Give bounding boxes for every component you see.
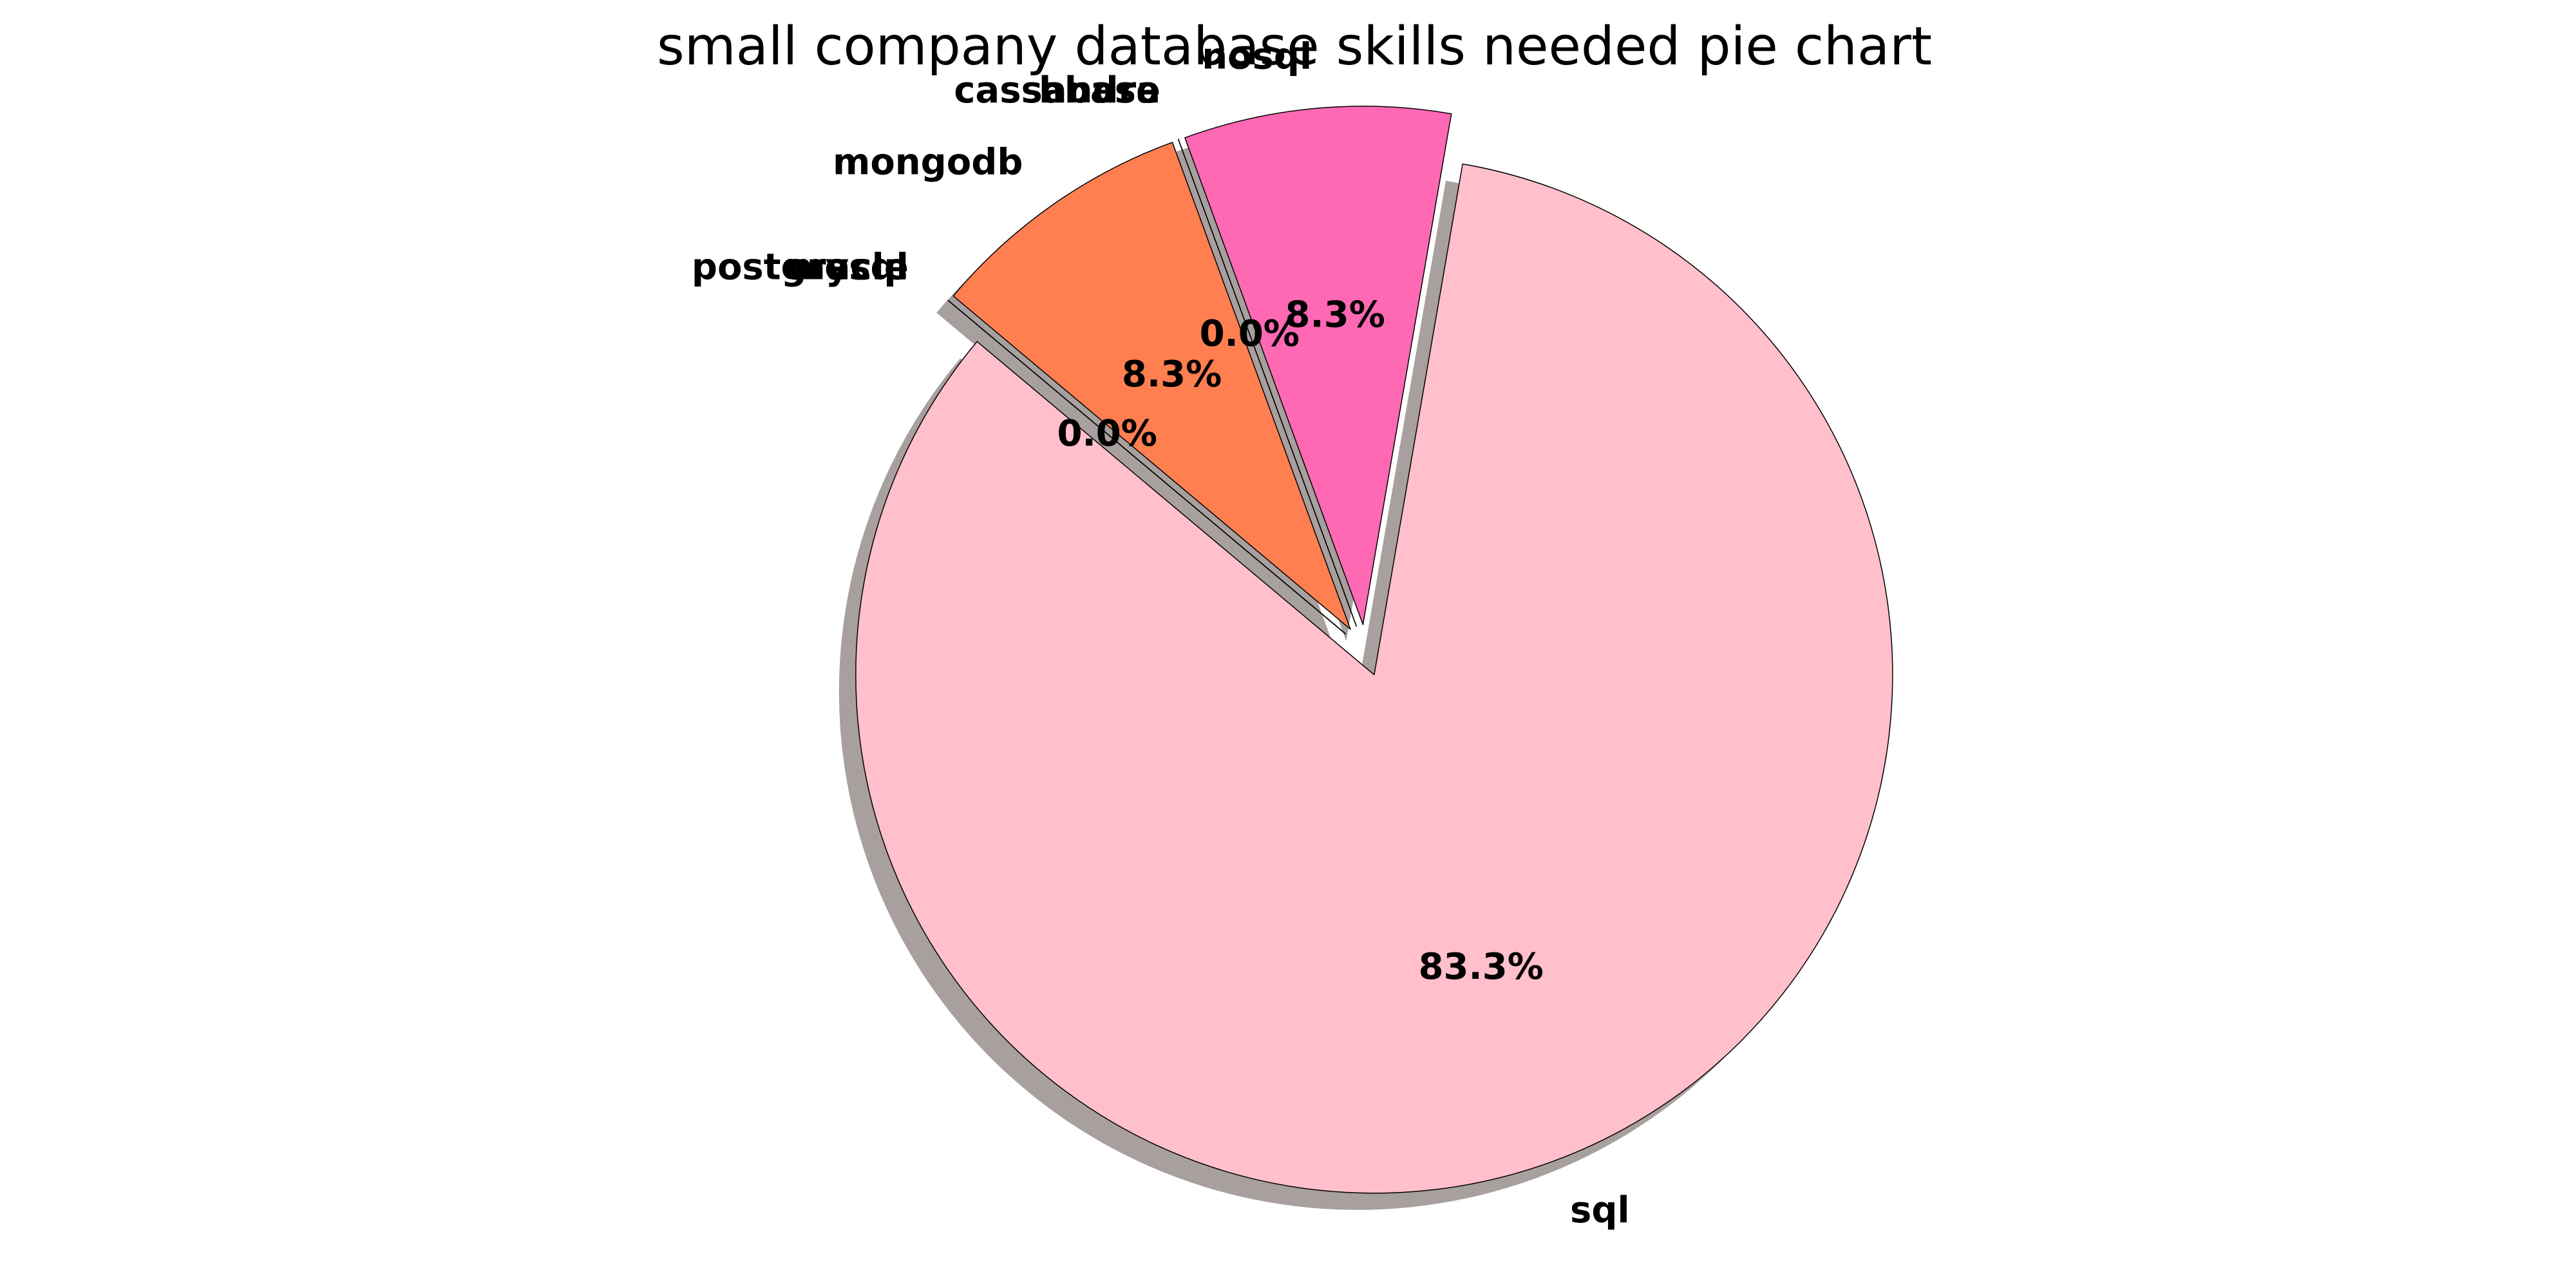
slice-pct-cassandra: 0.0% (1200, 313, 1300, 355)
slice-label-cassandra: cassandra (954, 70, 1160, 111)
slice-pct-mysql: 0.0% (1057, 413, 1157, 455)
pie-labels: sql 83.3% nosql 8.3% hbase 0.0% cassandra 0.0% m… (692, 35, 1630, 1231)
slice-pct-mongodb: 8.3% (1122, 354, 1222, 395)
slice-label-sql: sql (1570, 1189, 1630, 1231)
slice-label-mongodb: mongodb (833, 142, 1023, 184)
slice-sql (855, 163, 1893, 1194)
slice-pct-postgresql: 0.0% (1057, 413, 1157, 455)
slice-label-postgresql: postgresql (692, 246, 909, 288)
slice-pct-nosql: 8.3% (1285, 294, 1385, 336)
slice-label-nosql: nosql (1202, 35, 1312, 77)
slice-label-hbase: hbase (1039, 70, 1160, 111)
slice-pct-oracle: 0.0% (1057, 413, 1157, 455)
chart-title: small company database skills needed pie… (657, 16, 1932, 77)
pie-wedges (855, 106, 1893, 1194)
slice-label-oracle: oracle (784, 246, 909, 288)
slice-cassandra (1177, 138, 1357, 627)
slice-pct-hbase: 0.0% (1200, 313, 1300, 355)
slice-mongodb (952, 142, 1351, 630)
slice-pct-sql: 83.3% (1419, 946, 1544, 988)
slice-label-mysql: mysql (788, 246, 908, 288)
slice-nosql (1184, 106, 1452, 625)
slice-oracle (947, 299, 1346, 634)
